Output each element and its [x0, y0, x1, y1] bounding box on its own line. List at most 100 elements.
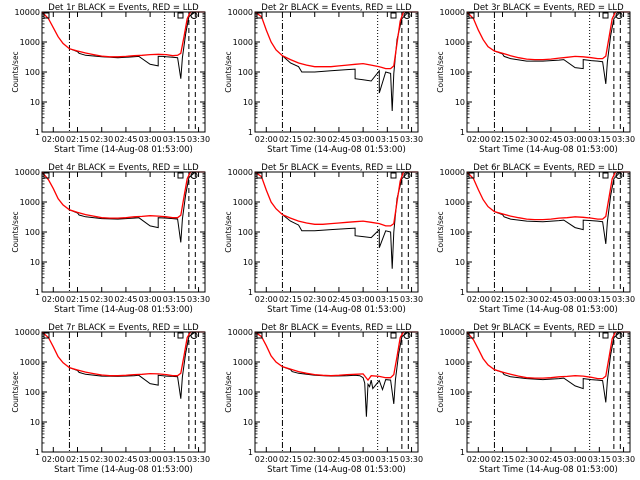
y-axis-label: Counts/sec: [224, 51, 233, 92]
panel-title: Det 1r BLACK = Events, RED = LLD: [48, 3, 199, 13]
x-tick-label: 03:15: [588, 135, 611, 144]
x-tick-label: 02:00: [467, 455, 490, 464]
series-lld-line: [41, 171, 205, 219]
y-tick-label: 1: [35, 288, 40, 297]
square-marker: [602, 172, 609, 179]
square-marker: [468, 172, 475, 179]
x-tick-label: 02:30: [303, 295, 326, 304]
square-marker: [256, 12, 263, 19]
y-axis-label: Counts/sec: [224, 371, 233, 412]
y-tick-label: 1000: [445, 198, 465, 207]
x-tick-label: 02:30: [515, 295, 538, 304]
circle-marker: [403, 332, 411, 339]
x-axis-label: Start Time (14-Aug-08 01:53:00): [267, 145, 406, 155]
y-tick-label: 10000: [440, 8, 465, 17]
y-tick-label: 1: [35, 448, 40, 457]
plot-frame: [41, 171, 206, 293]
y-tick-label: 1: [35, 128, 40, 137]
x-tick-label: 02:15: [66, 135, 89, 144]
series-lld-line: [254, 331, 418, 382]
square-marker: [390, 332, 397, 339]
y-tick-label: 1000: [233, 358, 253, 367]
x-tick-label: 03:15: [163, 455, 186, 464]
x-tick-label: 02:30: [515, 135, 538, 144]
series-lld-line: [466, 11, 630, 61]
x-tick-label: 03:30: [612, 455, 635, 464]
y-tick-label: 1000: [20, 38, 40, 47]
x-tick-label: 02:15: [491, 295, 514, 304]
series-lld-line: [41, 11, 205, 58]
y-tick-label: 10000: [440, 328, 465, 337]
x-tick-label: 02:00: [255, 455, 278, 464]
y-tick-label: 100: [450, 388, 465, 397]
x-tick-label: 02:00: [467, 135, 490, 144]
y-tick-label: 10: [30, 98, 40, 107]
y-tick-label: 10000: [15, 328, 40, 337]
panel-title: Det 6r BLACK = Events, RED = LLD: [473, 163, 624, 173]
series-events-line: [69, 171, 196, 243]
x-tick-label: 02:45: [539, 455, 562, 464]
square-marker: [602, 12, 609, 19]
y-tick-label: 10: [455, 418, 465, 427]
panel-det-9: Det 9r BLACK = Events, RED = LLD 1 10 100 10…: [436, 323, 635, 475]
x-tick-label: 03:15: [376, 455, 399, 464]
y-tick-label: 10000: [15, 8, 40, 17]
x-tick-label: 03:00: [564, 455, 587, 464]
y-tick-label: 100: [450, 68, 465, 77]
panel-title: Det 8r BLACK = Events, RED = LLD: [261, 323, 412, 333]
x-tick-label: 02:45: [114, 295, 137, 304]
x-tick-label: 03:30: [400, 135, 423, 144]
square-marker: [177, 172, 184, 179]
series-events-line: [69, 11, 196, 79]
square-marker: [177, 332, 184, 339]
x-axis-label: Start Time (14-Aug-08 01:53:00): [479, 145, 618, 155]
y-tick-label: 1000: [233, 38, 253, 47]
plot-frame: [466, 331, 631, 453]
y-tick-label: 100: [25, 388, 40, 397]
panel-det-1: Det 1r BLACK = Events, RED = LLD 1 10 100 10…: [11, 3, 210, 155]
series-lld-line: [466, 171, 630, 221]
circle-marker: [615, 12, 623, 19]
y-tick-label: 100: [25, 228, 40, 237]
x-tick-label: 03:15: [588, 455, 611, 464]
y-tick-label: 1: [460, 128, 465, 137]
x-tick-label: 03:15: [376, 295, 399, 304]
y-tick-label: 1: [248, 448, 253, 457]
circle-marker: [403, 12, 411, 19]
series-events-line: [282, 331, 409, 417]
x-axis-label: Start Time (14-Aug-08 01:53:00): [479, 465, 618, 475]
y-tick-label: 100: [25, 68, 40, 77]
x-tick-label: 02:15: [279, 135, 302, 144]
square-marker: [390, 12, 397, 19]
x-tick-label: 03:30: [612, 135, 635, 144]
panel-det-2: Det 2r BLACK = Events, RED = LLD 1 10 100 10…: [224, 3, 423, 155]
series-lld-line: [254, 171, 418, 227]
x-tick-label: 02:30: [90, 295, 113, 304]
y-tick-label: 1: [248, 288, 253, 297]
x-tick-label: 03:00: [352, 455, 375, 464]
square-marker: [390, 172, 397, 179]
x-tick-label: 02:45: [327, 135, 350, 144]
x-tick-label: 02:00: [467, 295, 490, 304]
panel-det-4: Det 4r BLACK = Events, RED = LLD 1 10 100 10…: [11, 163, 210, 315]
y-tick-label: 100: [450, 228, 465, 237]
y-tick-label: 10000: [440, 168, 465, 177]
x-tick-label: 02:45: [114, 455, 137, 464]
x-tick-label: 02:00: [42, 295, 65, 304]
panel-det-3: Det 3r BLACK = Events, RED = LLD 1 10 100 10…: [436, 3, 635, 155]
x-axis-label: Start Time (14-Aug-08 01:53:00): [54, 305, 193, 315]
y-tick-label: 10: [243, 418, 253, 427]
series-lld-line: [466, 331, 630, 380]
x-tick-label: 02:15: [279, 295, 302, 304]
y-tick-label: 1000: [445, 358, 465, 367]
x-tick-label: 02:15: [66, 455, 89, 464]
series-events-line: [494, 11, 621, 84]
x-tick-label: 02:45: [327, 455, 350, 464]
circle-marker: [190, 12, 198, 19]
panel-det-5: Det 5r BLACK = Events, RED = LLD 1 10 100 10…: [224, 163, 423, 315]
x-tick-label: 02:15: [491, 455, 514, 464]
series-lld-line: [41, 331, 205, 377]
x-tick-label: 03:15: [163, 295, 186, 304]
plot-frame: [254, 331, 419, 453]
x-axis-label: Start Time (14-Aug-08 01:53:00): [54, 465, 193, 475]
